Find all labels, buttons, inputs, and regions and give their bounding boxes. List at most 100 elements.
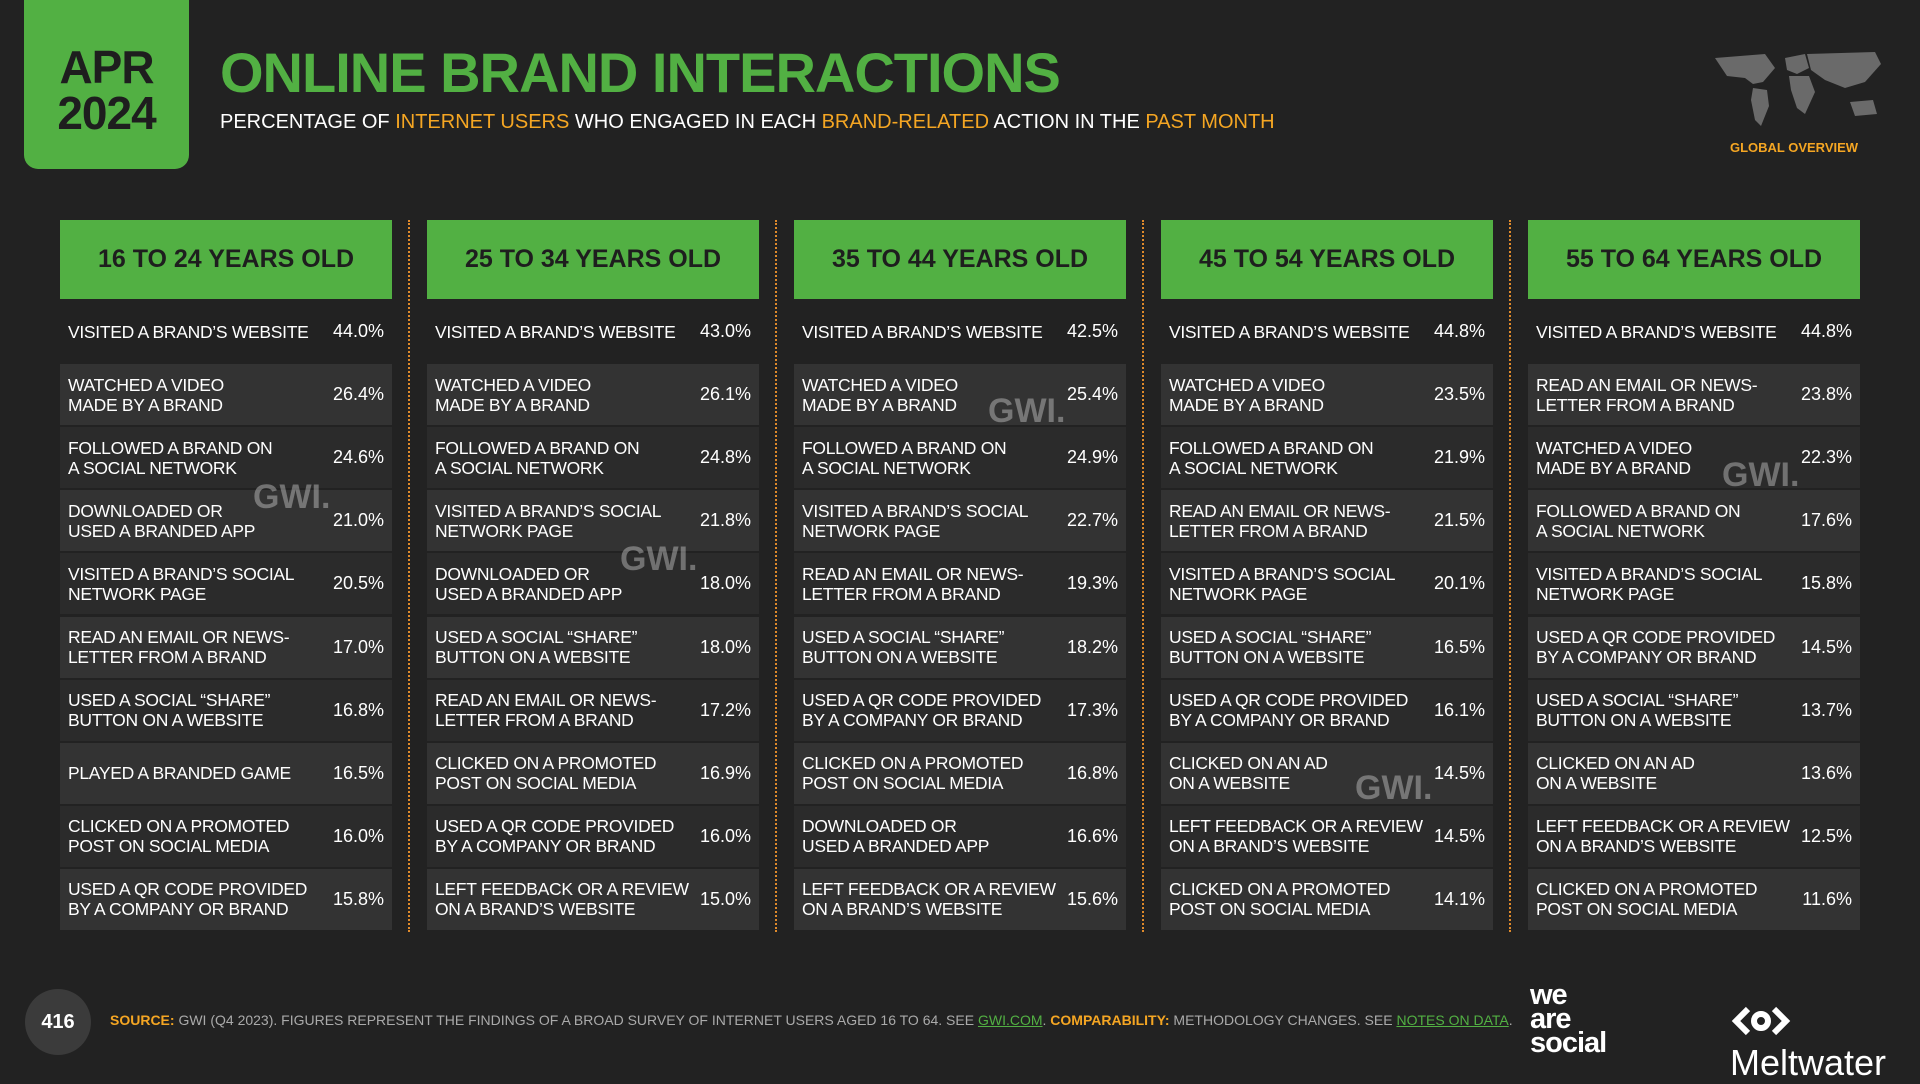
column-header: 45 TO 54 YEARS OLD (1161, 220, 1493, 299)
source-part: COMPARABILITY: (1050, 1012, 1170, 1028)
row-value: 16.8% (332, 699, 384, 720)
table-row: VISITED A BRAND’S SOCIAL NETWORK PAGE 15.8… (1528, 553, 1860, 615)
row-value: 21.0% (332, 510, 384, 531)
table-row: WATCHED A VIDEO MADE BY A BRAND 25.4% (794, 364, 1126, 426)
row-value: 16.8% (1066, 762, 1118, 783)
label-line: USED A BRANDED APP (68, 520, 256, 541)
label-line: A SOCIAL NETWORK (68, 457, 237, 478)
row-label: USED A SOCIAL “SHARE” BUTTON ON A WEBSITE (68, 690, 270, 730)
row-label: VISITED A BRAND’S WEBSITE (1169, 322, 1410, 342)
table-row: USED A SOCIAL “SHARE” BUTTON ON A WEBSITE… (1528, 679, 1860, 741)
label-line: READ AN EMAIL OR NEWS- (802, 563, 1024, 584)
table-row: LEFT FEEDBACK OR A REVIEW ON A BRAND’S WE… (1161, 805, 1493, 867)
label-line: LEFT FEEDBACK OR A REVIEW (1536, 816, 1790, 837)
row-value: 16.6% (1066, 825, 1118, 846)
table-row: USED A SOCIAL “SHARE” BUTTON ON A WEBSITE… (794, 616, 1126, 678)
label-line: NETWORK PAGE (1536, 583, 1675, 604)
row-label: USED A QR CODE PROVIDED BY A COMPANY OR B… (1536, 627, 1775, 667)
label-line: POST ON SOCIAL MEDIA (802, 773, 1004, 794)
meltwater-text: Meltwater (1730, 1042, 1887, 1083)
row-label: VISITED A BRAND’S SOCIAL NETWORK PAGE (1169, 564, 1396, 604)
label-line: MADE BY A BRAND (1169, 394, 1324, 415)
label-line: MADE BY A BRAND (1536, 457, 1691, 478)
row-value: 14.1% (1433, 888, 1485, 909)
table-row: USED A QR CODE PROVIDED BY A COMPANY OR B… (794, 679, 1126, 741)
table-row: CLICKED ON AN AD ON A WEBSITE 14.5% (1161, 742, 1493, 804)
table-row: VISITED A BRAND’S SOCIAL NETWORK PAGE 22.7… (794, 490, 1126, 552)
label-line: ON A BRAND’S WEBSITE (802, 899, 1003, 920)
row-value: 24.9% (1066, 447, 1118, 468)
row-value: 21.8% (699, 510, 751, 531)
row-label: READ AN EMAIL OR NEWS- LETTER FROM A BRAN… (435, 690, 657, 731)
row-value: 42.5% (1066, 321, 1118, 342)
row-label: VISITED A BRAND’S WEBSITE (435, 322, 676, 342)
row-label: VISITED A BRAND’S SOCIAL NETWORK PAGE (802, 501, 1029, 541)
row-label: READ AN EMAIL OR NEWS- LETTER FROM A BRAN… (68, 627, 290, 667)
table-row: VISITED A BRAND’S SOCIAL NETWORK PAGE 20.5… (60, 553, 392, 615)
meltwater-icon (1731, 1006, 1791, 1036)
label-line: USED A QR CODE PROVIDED (435, 816, 675, 837)
label-line: NETWORK PAGE (435, 520, 574, 541)
label-line: CLICKED ON A PROMOTED (802, 753, 1024, 774)
column-separator (408, 220, 410, 932)
row-value: 18.0% (699, 573, 751, 594)
row-label: CLICKED ON AN AD ON A WEBSITE (1536, 753, 1695, 793)
row-value: 44.0% (332, 321, 384, 342)
label-line: A SOCIAL NETWORK (1169, 457, 1338, 478)
row-label: WATCHED A VIDEO MADE BY A BRAND (1169, 375, 1325, 415)
label-line: READ AN EMAIL OR NEWS- (1169, 500, 1391, 521)
row-value: 24.6% (332, 447, 384, 468)
label-line: WATCHED A VIDEO (435, 374, 591, 395)
label-line: CLICKED ON A PROMOTED (435, 753, 657, 774)
row-value: 11.6% (1802, 888, 1852, 909)
row-label: FOLLOWED A BRAND ON A SOCIAL NETWORK (68, 438, 273, 478)
label-line: VISITED A BRAND’S SOCIAL (1536, 563, 1763, 584)
table-row: VISITED A BRAND’S WEBSITE 42.5% (794, 301, 1126, 362)
row-label: VISITED A BRAND’S WEBSITE (802, 322, 1043, 342)
column-header: 16 TO 24 YEARS OLD (60, 220, 392, 299)
label-line: MADE BY A BRAND (68, 394, 223, 415)
row-value: 14.5% (1433, 825, 1485, 846)
label-line: PLAYED A BRANDED GAME (68, 763, 291, 784)
column-separator (1509, 220, 1511, 932)
label-line: A SOCIAL NETWORK (1536, 520, 1705, 541)
table-row: USED A QR CODE PROVIDED BY A COMPANY OR B… (1161, 679, 1493, 741)
row-label: LEFT FEEDBACK OR A REVIEW ON A BRAND’S WE… (1536, 816, 1790, 856)
row-value: 26.1% (699, 384, 751, 405)
row-label: USED A QR CODE PROVIDED BY A COMPANY OR B… (1169, 690, 1408, 730)
label-line: CLICKED ON AN AD (1169, 753, 1328, 774)
label-line: LETTER FROM A BRAND (1536, 394, 1735, 415)
row-value: 43.0% (699, 321, 751, 342)
label-line: A SOCIAL NETWORK (435, 457, 604, 478)
row-label: USED A SOCIAL “SHARE” BUTTON ON A WEBSITE (1169, 627, 1371, 667)
row-value: 20.5% (332, 573, 384, 594)
label-line: DOWNLOADED OR (68, 500, 223, 521)
row-label: CLICKED ON AN AD ON A WEBSITE (1169, 753, 1328, 793)
row-label: USED A SOCIAL “SHARE” BUTTON ON A WEBSITE (1536, 690, 1738, 730)
label-line: LETTER FROM A BRAND (435, 710, 634, 731)
table-row: READ AN EMAIL OR NEWS- LETTER FROM A BRAN… (427, 679, 759, 741)
row-label: FOLLOWED A BRAND ON A SOCIAL NETWORK (1169, 438, 1374, 478)
label-line: BY A COMPANY OR BRAND (435, 836, 656, 857)
row-label: FOLLOWED A BRAND ON A SOCIAL NETWORK (435, 438, 640, 478)
row-value: 16.5% (1433, 636, 1485, 657)
row-label: WATCHED A VIDEO MADE BY A BRAND (435, 375, 591, 415)
row-value: 15.0% (699, 888, 751, 909)
table-row: LEFT FEEDBACK OR A REVIEW ON A BRAND’S WE… (427, 868, 759, 930)
table-row: READ AN EMAIL OR NEWS- LETTER FROM A BRAN… (1161, 490, 1493, 552)
row-label: VISITED A BRAND’S SOCIAL NETWORK PAGE (68, 564, 295, 604)
row-value: 23.8% (1800, 384, 1852, 405)
row-value: 21.5% (1433, 510, 1485, 531)
label-line: BUTTON ON A WEBSITE (435, 647, 631, 668)
row-value: 20.1% (1433, 573, 1485, 594)
row-label: READ AN EMAIL OR NEWS- LETTER FROM A BRAN… (802, 563, 1024, 604)
table-row: WATCHED A VIDEO MADE BY A BRAND 26.1% (427, 364, 759, 426)
row-label: WATCHED A VIDEO MADE BY A BRAND (68, 375, 224, 415)
label-line: USED A SOCIAL “SHARE” (1536, 690, 1739, 711)
column-header: 35 TO 44 YEARS OLD (794, 220, 1126, 299)
row-value: 12.5% (1800, 825, 1852, 846)
column-separator (775, 220, 777, 932)
subtitle-part: PERCENTAGE OF (220, 111, 396, 133)
label-line: USED A SOCIAL “SHARE” (1169, 627, 1372, 648)
